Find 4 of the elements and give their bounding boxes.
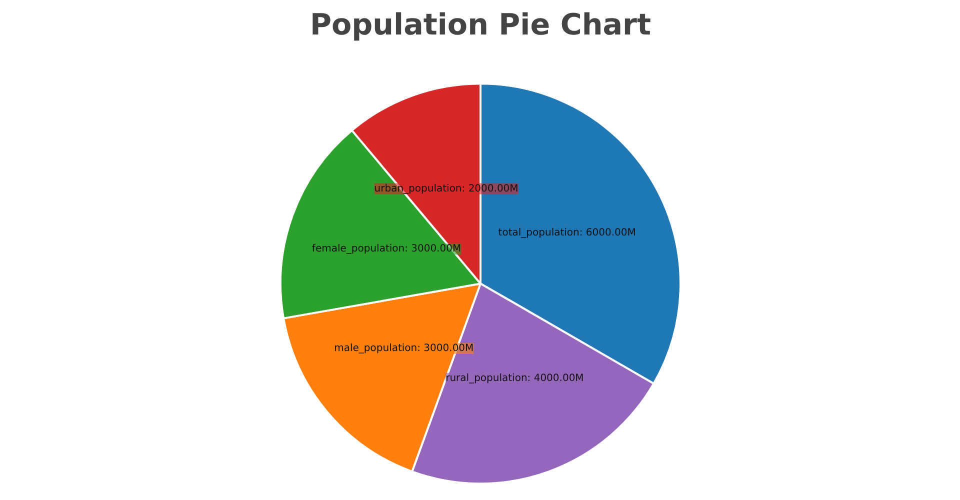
slice-label: total_population: 6000.00M bbox=[498, 228, 636, 239]
slice-label: male_population: 3000.00M bbox=[334, 342, 474, 354]
slice-label: rural_population: 4000.00M bbox=[446, 372, 584, 384]
chart-title: Population Pie Chart bbox=[310, 8, 651, 42]
